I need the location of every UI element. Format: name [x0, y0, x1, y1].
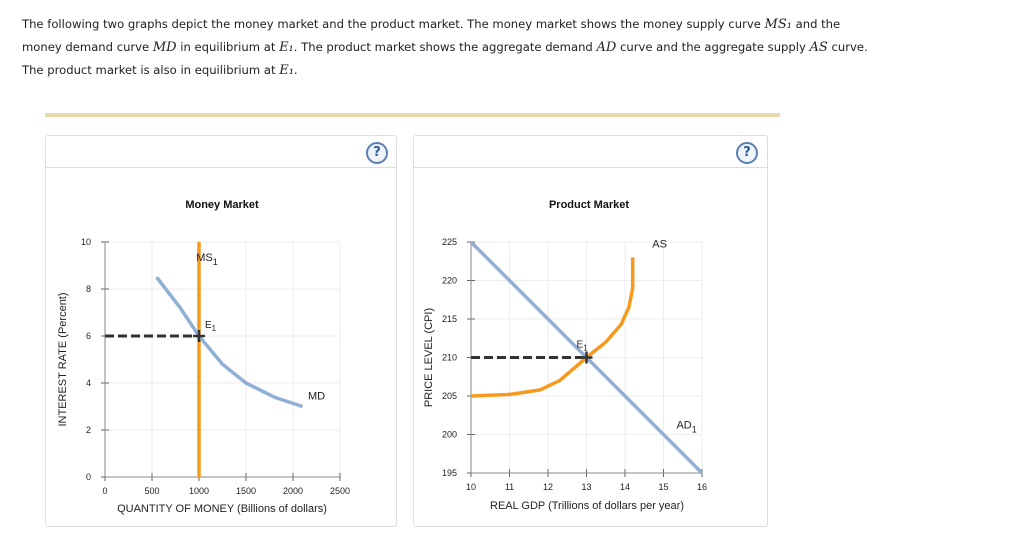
x-axis-label: REAL GDP (Trillions of dollars per year) [490, 500, 684, 512]
product-market-card: ? [413, 135, 768, 527]
x-tick-label: 1000 [189, 486, 209, 496]
x-tick-label: 2000 [283, 486, 303, 496]
x-tick-label: 2500 [330, 486, 350, 496]
y-axis-label: INTEREST RATE (Percent) [57, 292, 69, 426]
help-icon[interactable]: ? [366, 142, 388, 164]
y-tick-label: 4 [86, 378, 91, 388]
md-label: MD [308, 390, 325, 402]
x-tick-label: 11 [505, 482, 514, 492]
y-tick-label: 205 [442, 391, 457, 401]
x-tick-label: 16 [697, 482, 707, 492]
as-label: AS [652, 238, 667, 250]
y-tick-label: 220 [442, 276, 457, 286]
y-tick-label: 215 [442, 314, 457, 324]
y-tick-label: 10 [81, 237, 91, 247]
y-tick-label: 225 [442, 237, 457, 247]
y-tick-label: 2 [86, 425, 91, 435]
y-tick-label: 195 [442, 468, 457, 478]
y-tick-label: 210 [442, 353, 457, 363]
equilibrium-label: E1 [577, 340, 589, 353]
y-tick-label: 0 [86, 472, 91, 482]
ms-label: MS1 [196, 252, 218, 267]
y-tick-label: 6 [86, 331, 91, 341]
equilibrium-point [193, 330, 205, 342]
x-axis-label: QUANTITY OF MONEY (Billions of dollars) [117, 503, 327, 515]
x-tick-label: 0 [102, 486, 107, 496]
card-header-divider [46, 167, 396, 168]
ad-label: AD1 [676, 419, 696, 434]
x-tick-label: 1500 [236, 486, 256, 496]
x-tick-label: 500 [144, 486, 159, 496]
as-curve [470, 257, 635, 398]
y-tick-label: 8 [86, 284, 91, 294]
x-tick-label: 13 [581, 482, 591, 492]
money-market-card: ? [45, 135, 397, 527]
y-axis-label: PRICE LEVEL (CPI) [423, 308, 435, 407]
equilibrium-point [580, 351, 593, 364]
x-tick-label: 10 [466, 482, 476, 492]
x-tick-label: 14 [620, 482, 630, 492]
help-icon[interactable]: ? [736, 142, 758, 164]
card-header-divider [414, 167, 767, 168]
y-tick-label: 200 [442, 430, 457, 440]
chart-title: Product Market [549, 199, 629, 211]
equilibrium-label: E1 [205, 320, 217, 333]
x-tick-label: 12 [543, 482, 553, 492]
divider [45, 113, 780, 117]
question-text: The following two graphs depict the mone… [22, 17, 868, 78]
x-tick-label: 15 [658, 482, 668, 492]
chart-title: Money Market [185, 199, 259, 211]
md-curve [155, 276, 303, 409]
